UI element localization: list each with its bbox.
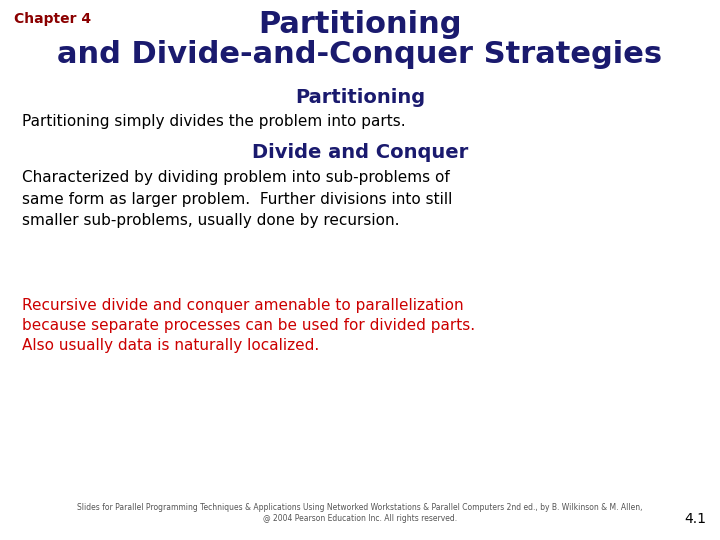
- Text: Divide and Conquer: Divide and Conquer: [252, 143, 468, 162]
- Text: Characterized by dividing problem into sub-problems of
same form as larger probl: Characterized by dividing problem into s…: [22, 170, 452, 228]
- Text: Slides for Parallel Programming Techniques & Applications Using Networked Workst: Slides for Parallel Programming Techniqu…: [77, 503, 643, 512]
- Text: because separate processes can be used for divided parts.: because separate processes can be used f…: [22, 318, 475, 333]
- Text: @ 2004 Pearson Education Inc. All rights reserved.: @ 2004 Pearson Education Inc. All rights…: [263, 514, 457, 523]
- Text: 4.1: 4.1: [684, 512, 706, 526]
- Text: Partitioning simply divides the problem into parts.: Partitioning simply divides the problem …: [22, 114, 405, 129]
- Text: and Divide-and-Conquer Strategies: and Divide-and-Conquer Strategies: [58, 40, 662, 69]
- Text: Recursive divide and conquer amenable to parallelization: Recursive divide and conquer amenable to…: [22, 298, 464, 313]
- Text: Chapter 4: Chapter 4: [14, 12, 91, 26]
- Text: Partitioning: Partitioning: [295, 88, 425, 107]
- Text: Partitioning: Partitioning: [258, 10, 462, 39]
- Text: Also usually data is naturally localized.: Also usually data is naturally localized…: [22, 338, 319, 353]
